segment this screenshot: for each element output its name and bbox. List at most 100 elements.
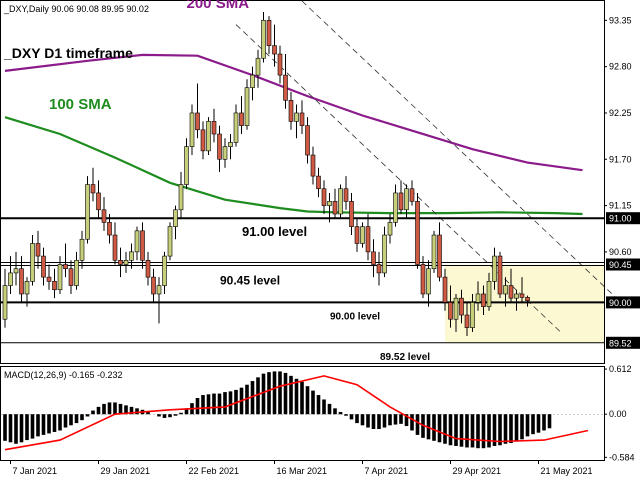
macd-bar [388,414,392,426]
price-tag-89.52: 89.52 [609,338,632,348]
macd-bar [74,414,79,424]
candle-body [453,297,459,320]
macd-bar [19,414,24,443]
candle-body [310,154,316,177]
support-zone [445,264,604,343]
macd-bar [283,372,288,415]
candle [195,83,200,139]
macd-bar [410,414,414,431]
candle-body [189,112,195,147]
candle [266,16,272,55]
macd-bar [102,403,106,415]
candle [343,176,349,210]
macd-tick-label: -0.584 [609,452,635,462]
candle-body [343,188,349,202]
candle-body [211,121,217,135]
candle-body [24,281,30,295]
macd-bar [223,392,227,415]
candle [24,277,30,307]
candle [387,213,393,244]
price-tag-bg-91.00 [606,212,640,225]
candle-body [123,259,129,265]
macd-bar [195,398,200,415]
macd-bar [349,414,354,420]
macd-bar [492,414,497,446]
candle [420,256,426,299]
candle [41,247,46,286]
macd-bar [476,414,480,449]
macd-bar [3,414,7,441]
candle [2,268,8,328]
candle [382,226,387,278]
candle-body [156,285,162,295]
x-tick-label: 21 May 2021 [541,466,593,476]
candle [360,222,365,248]
candle [338,184,343,219]
candle-body [481,293,486,307]
candle-body [200,129,206,152]
candle [261,11,266,63]
macd-bar [58,414,62,431]
macd-bar [454,414,458,446]
candle [349,192,354,236]
macd-bar [542,414,546,431]
candle-body [321,188,327,206]
macd-bar [316,395,321,415]
macd-bar [184,408,189,415]
candle-body [277,53,283,76]
candle [19,256,24,303]
candle-body [228,142,233,147]
candle [200,121,206,160]
sma-100-line [4,116,583,216]
macd-bar [404,414,409,427]
candle-body [79,238,85,261]
candle [481,285,486,316]
candle-body [514,293,519,299]
candle-body [8,272,13,286]
candle-body [288,100,294,122]
macd-bar [525,414,530,437]
candle-body [332,201,338,215]
macd-bar [146,412,150,415]
candle-body [85,184,90,240]
x-tick-label: 29 Apr 2021 [453,466,502,476]
macd-bar [531,414,535,435]
macd-bar [393,414,398,425]
y-tick-label: 91.70 [609,154,632,164]
macd-bar [465,414,469,448]
level-label-91.00: 91.00 level [242,224,307,239]
macd-bar [487,414,491,448]
candle [63,243,68,278]
x-tick-label: 7 Jan 2021 [13,466,58,476]
candle [52,268,57,299]
candle-body [19,268,24,295]
candle-body [195,112,200,131]
candle [228,134,233,160]
macd-bar [432,414,436,441]
macd-bar [41,414,46,435]
macd-bar [212,393,216,415]
candle-body [129,251,134,261]
candle [365,213,371,261]
candle [371,239,376,278]
sma-200-line [4,53,583,172]
macd-bar [201,395,205,415]
candle [101,197,107,231]
candle-body [167,226,173,257]
candle [327,192,332,223]
candle-body [349,201,354,227]
macd-bar [36,414,40,437]
y-tick-label: 92.25 [609,108,632,118]
macd-bar [173,414,178,416]
candle [178,171,184,219]
candle-body [2,285,8,320]
candle-body [178,184,184,211]
candle [96,180,101,219]
candle-body [206,121,211,152]
candle-body [112,234,118,261]
macd-bar [289,375,293,415]
candle [514,289,519,311]
macd-bar [503,414,508,444]
candle-body [266,20,272,46]
